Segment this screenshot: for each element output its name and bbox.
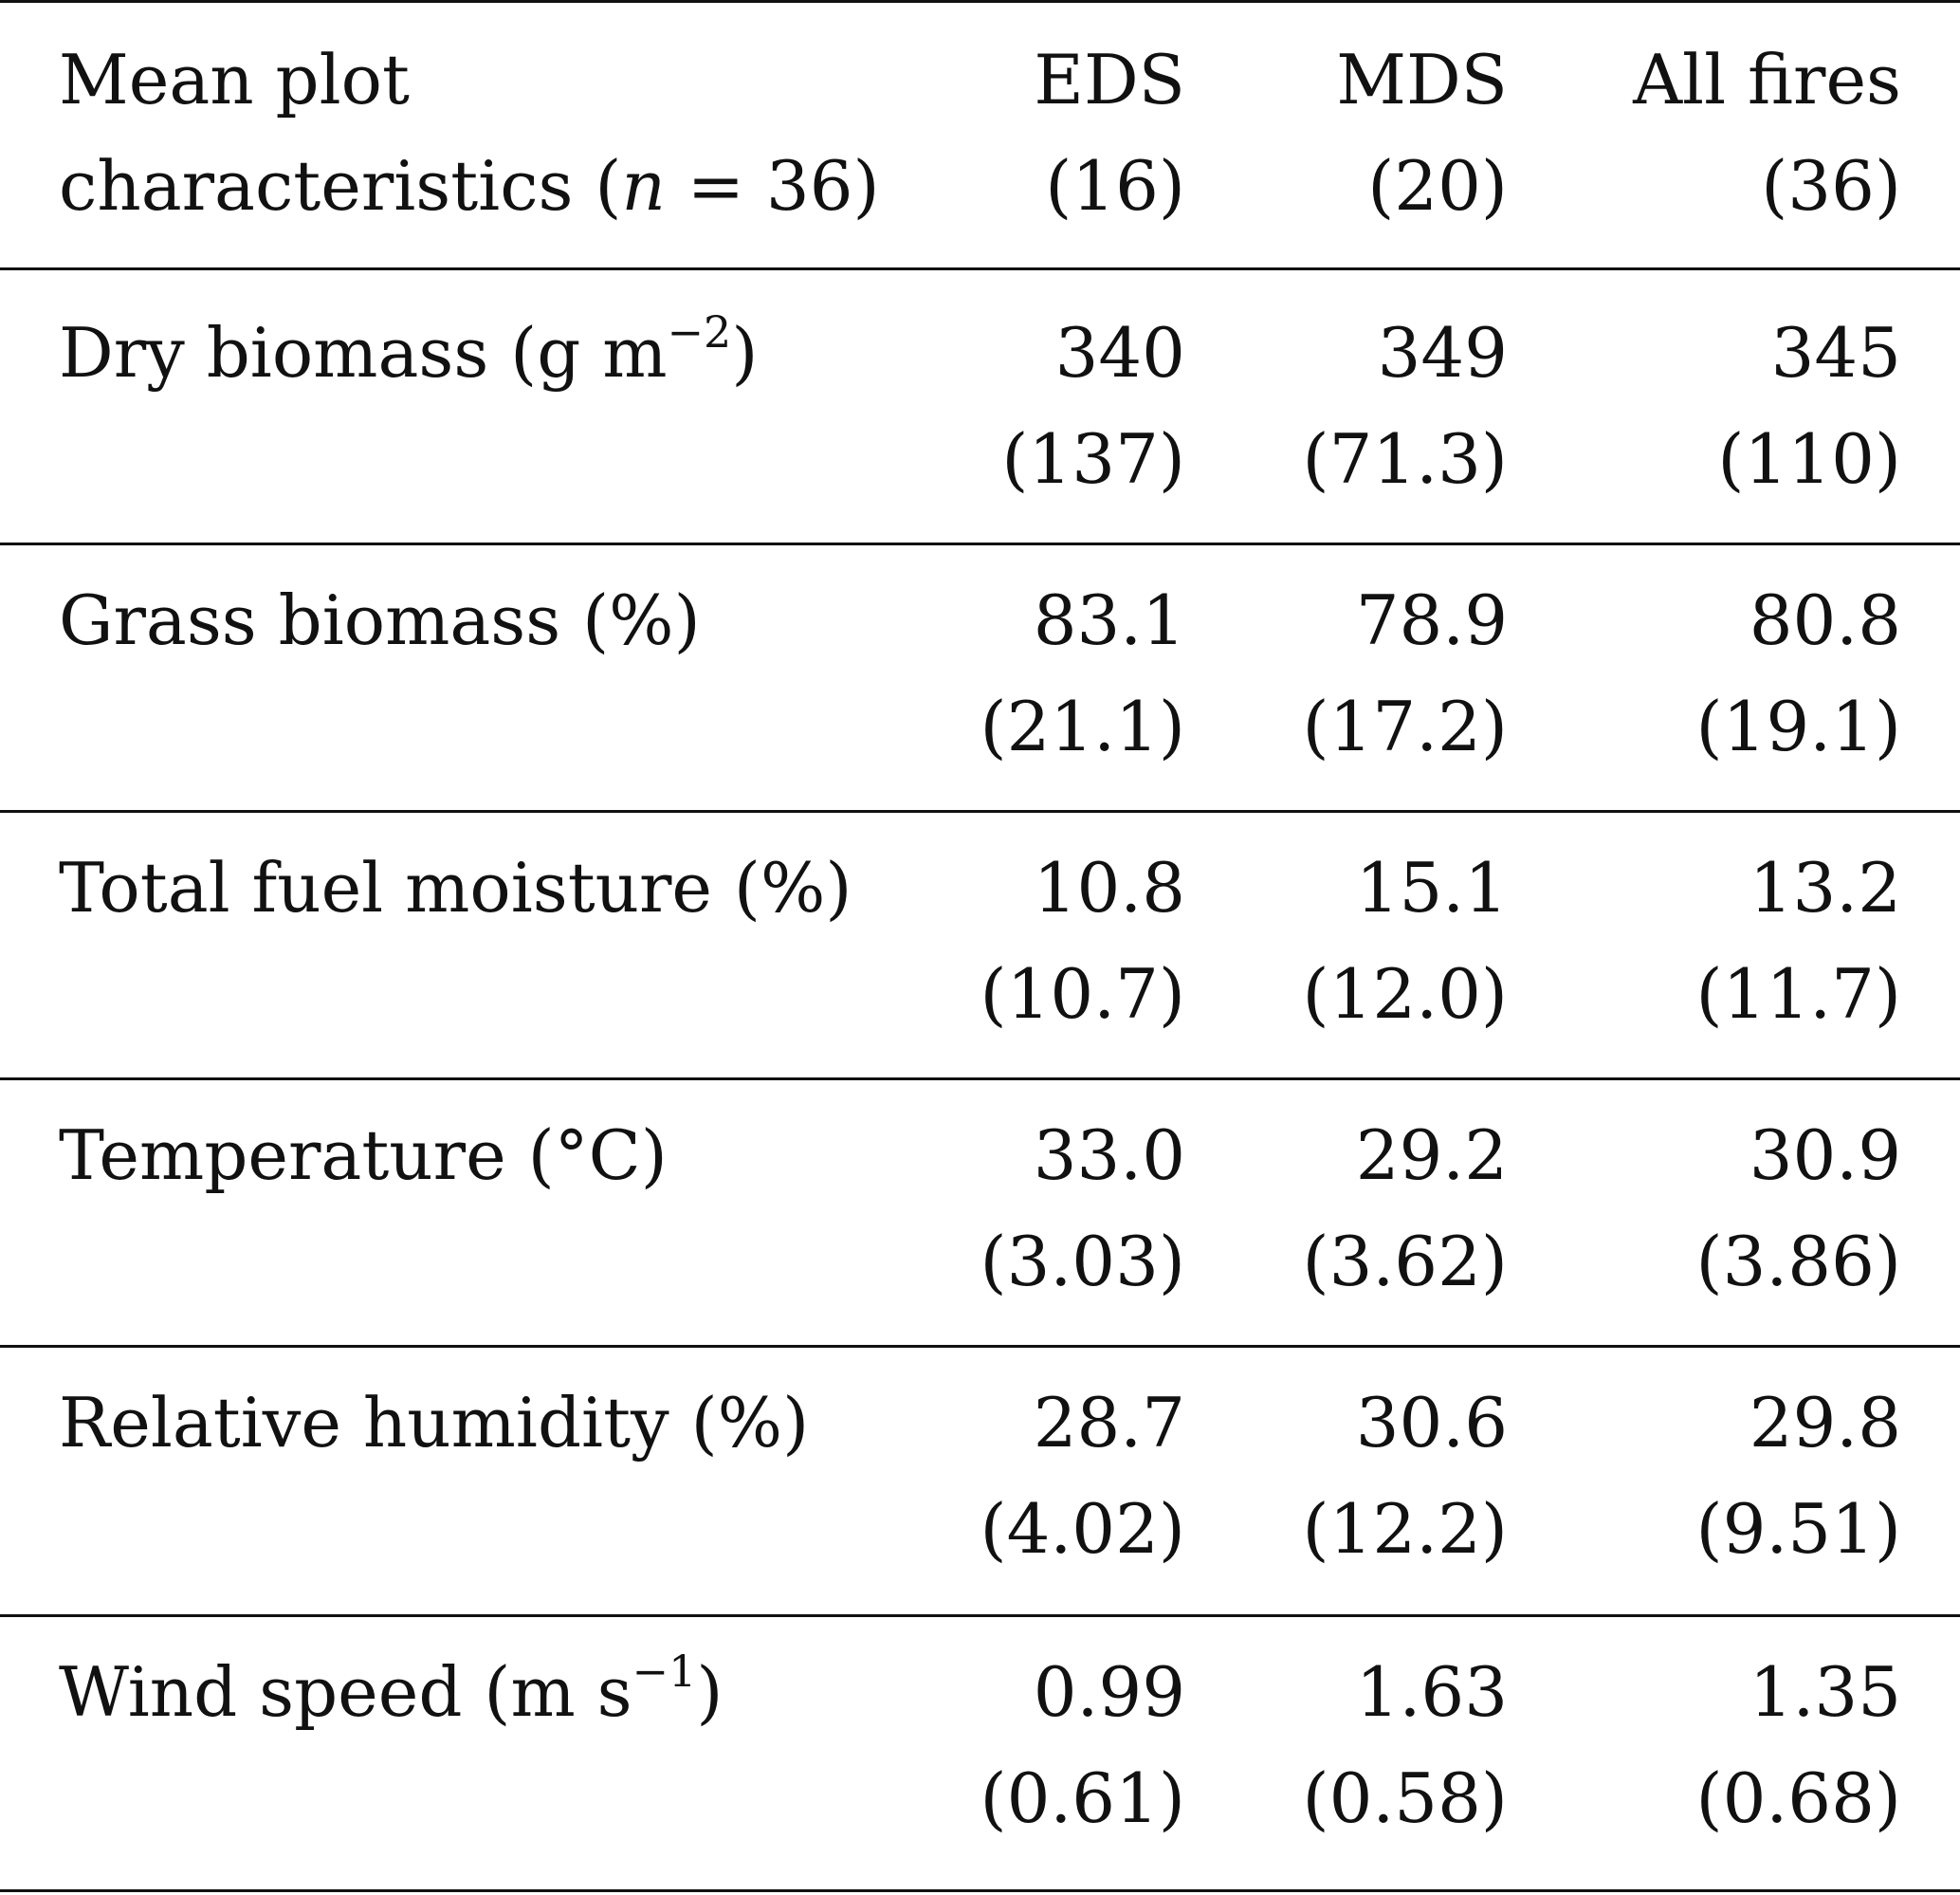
cell-eds-sd: (21.1) bbox=[980, 687, 1186, 766]
cell-eds-sd: (0.61) bbox=[980, 1758, 1186, 1838]
cell-all-mean: 1.35 bbox=[1749, 1652, 1901, 1732]
header-col-eds: EDS bbox=[1034, 40, 1185, 120]
cell-eds-sd: (4.02) bbox=[980, 1489, 1186, 1569]
row-label: Dry biomass (g m−2) bbox=[59, 306, 759, 393]
bottom-rule bbox=[0, 1889, 1960, 1892]
cell-eds-sd: (10.7) bbox=[980, 954, 1186, 1034]
row-rule bbox=[0, 1345, 1960, 1348]
cell-mds-mean: 78.9 bbox=[1355, 580, 1508, 660]
row-rule bbox=[0, 543, 1960, 545]
cell-all-mean: 80.8 bbox=[1749, 580, 1901, 660]
header-col-all-fires: All fires bbox=[1633, 40, 1901, 120]
top-rule bbox=[0, 0, 1960, 3]
cell-mds-mean: 30.6 bbox=[1355, 1383, 1508, 1463]
row-rule bbox=[0, 810, 1960, 813]
cell-mds-sd: (71.3) bbox=[1302, 419, 1509, 499]
row-label: Wind speed (m s−1) bbox=[59, 1646, 724, 1732]
cell-eds-mean: 28.7 bbox=[1033, 1383, 1185, 1463]
cell-all-sd: (19.1) bbox=[1695, 687, 1902, 766]
cell-mds-mean: 1.63 bbox=[1355, 1652, 1508, 1732]
cell-all-sd: (3.86) bbox=[1695, 1222, 1902, 1301]
cell-mds-mean: 15.1 bbox=[1355, 848, 1508, 928]
cell-all-mean: 13.2 bbox=[1749, 848, 1901, 928]
cell-mds-sd: (3.62) bbox=[1302, 1222, 1509, 1301]
header-col-all-fires-count: (36) bbox=[1761, 146, 1901, 226]
header-label-line1: Mean plot bbox=[59, 40, 410, 120]
row-label: Grass biomass (%) bbox=[59, 580, 701, 660]
header-label-line2: characteristics (n = 36) bbox=[59, 146, 880, 226]
header-col-mds-count: (20) bbox=[1367, 146, 1508, 226]
cell-eds-mean: 340 bbox=[1054, 313, 1185, 393]
row-label: Total fuel moisture (%) bbox=[59, 848, 852, 928]
cell-eds-mean: 10.8 bbox=[1033, 848, 1185, 928]
cell-mds-mean: 29.2 bbox=[1355, 1115, 1508, 1195]
cell-mds-mean: 349 bbox=[1377, 313, 1508, 393]
header-col-mds: MDS bbox=[1336, 40, 1508, 120]
row-label: Relative humidity (%) bbox=[59, 1383, 810, 1463]
row-rule bbox=[0, 1077, 1960, 1080]
header-rule bbox=[0, 267, 1960, 270]
row-label: Temperature (°C) bbox=[59, 1115, 668, 1195]
cell-all-sd: (9.51) bbox=[1695, 1489, 1902, 1569]
cell-eds-mean: 0.99 bbox=[1033, 1652, 1185, 1732]
cell-mds-sd: (0.58) bbox=[1302, 1758, 1509, 1838]
cell-mds-sd: (12.0) bbox=[1302, 954, 1509, 1034]
cell-eds-sd: (137) bbox=[1001, 419, 1185, 499]
cell-all-mean: 345 bbox=[1770, 313, 1901, 393]
cell-all-mean: 30.9 bbox=[1749, 1115, 1901, 1195]
cell-mds-sd: (12.2) bbox=[1302, 1489, 1509, 1569]
cell-all-sd: (110) bbox=[1717, 419, 1901, 499]
cell-mds-sd: (17.2) bbox=[1302, 687, 1509, 766]
cell-all-sd: (0.68) bbox=[1695, 1758, 1902, 1838]
cell-all-mean: 29.8 bbox=[1749, 1383, 1901, 1463]
cell-eds-sd: (3.03) bbox=[980, 1222, 1186, 1301]
row-rule bbox=[0, 1614, 1960, 1617]
header-col-eds-count: (16) bbox=[1045, 146, 1185, 226]
cell-eds-mean: 33.0 bbox=[1033, 1115, 1185, 1195]
cell-eds-mean: 83.1 bbox=[1033, 580, 1185, 660]
cell-all-sd: (11.7) bbox=[1695, 954, 1902, 1034]
